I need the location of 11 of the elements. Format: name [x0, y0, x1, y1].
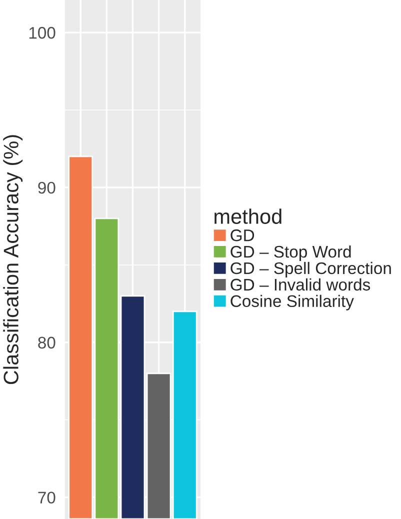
legend-label: GD – Spell Correction [230, 262, 391, 278]
y-tick-label: 90 [38, 182, 56, 194]
legend-label: Cosine Similarity [230, 294, 354, 310]
legend-label: GD [230, 229, 254, 242]
y-axis-title: Classification Accuracy (%) [3, 135, 23, 384]
legend-label: GD – Stop Word [230, 245, 351, 261]
y-tick-label: 70 [38, 492, 56, 504]
legend-label: GD – Invalid words [230, 278, 370, 291]
y-tick-label: 80 [38, 336, 56, 349]
legend-title: method [214, 208, 282, 224]
y-tick-label: 100 [29, 26, 56, 39]
